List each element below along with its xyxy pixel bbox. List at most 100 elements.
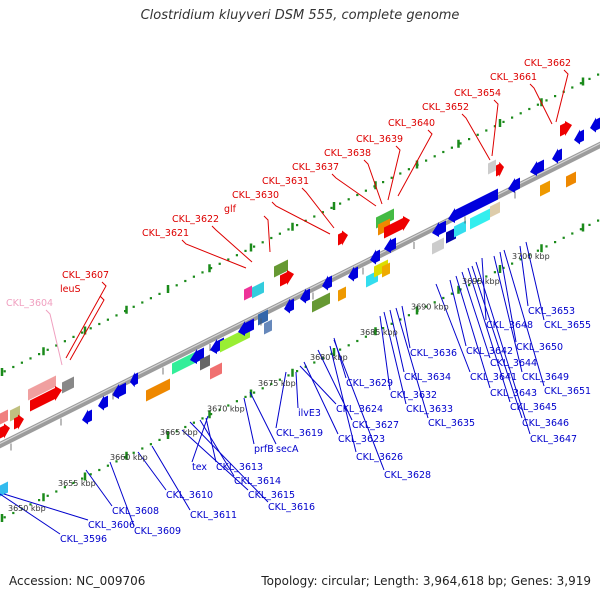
label-leader-line <box>379 315 391 391</box>
gene-label-bottom: secA <box>276 444 299 455</box>
track-dot <box>63 340 66 343</box>
track-dot <box>89 327 92 330</box>
track-dot <box>235 400 238 403</box>
gene-label-bottom: CKL_3648 <box>486 320 533 331</box>
label-leader-line <box>199 419 235 477</box>
gene-label-top: CKL_3630 <box>232 190 279 201</box>
gene-box <box>338 286 346 302</box>
gene-label-bottom: CKL_3611 <box>190 510 237 521</box>
gene-label-bottom: CKL_3608 <box>112 506 159 517</box>
gene-box <box>172 350 198 375</box>
track-dot <box>98 468 101 472</box>
track-dot <box>579 82 582 85</box>
label-leader-line <box>275 371 287 429</box>
gene-box <box>432 237 444 255</box>
track-dot <box>554 241 557 244</box>
gene-arrow <box>238 318 254 336</box>
label-leader-line <box>263 215 271 253</box>
gene-label-bottom: CKL_3629 <box>346 378 393 389</box>
label-leader-line <box>461 271 491 359</box>
label-leader-line <box>475 261 531 435</box>
track-dot <box>433 301 436 304</box>
gene-label-top: CKL_3652 <box>422 102 469 113</box>
label-leader-line <box>503 249 545 387</box>
gene-label-bottom: CKL_3655 <box>544 320 591 331</box>
track-dot <box>554 95 557 98</box>
track-dot <box>597 219 600 222</box>
gene-arrow <box>30 386 62 412</box>
track-dot <box>468 284 471 287</box>
track-dot <box>356 193 359 197</box>
gene-label-top: CKL_3604 <box>6 298 53 309</box>
gene-label-bottom: CKL_3623 <box>338 434 385 445</box>
track-dot <box>270 382 273 386</box>
track-dot <box>545 245 548 248</box>
track-dot <box>227 258 230 261</box>
gene-label-bottom: CKL_3624 <box>336 404 383 415</box>
gene-layer <box>0 117 600 498</box>
scale-label: 3655 kbp <box>58 479 96 488</box>
gene-arrow <box>370 249 380 265</box>
map-title: Clostridium kluyveri DSM 555, complete g… <box>140 8 460 23</box>
label-leader-line <box>191 415 209 463</box>
track-dot <box>296 224 299 227</box>
label-leader-line <box>387 145 401 201</box>
gene-arrow <box>552 148 562 164</box>
gene-label-bottom: CKL_3596 <box>60 534 107 545</box>
gene-label-top: CKL_3640 <box>388 118 435 129</box>
track-dot <box>425 305 428 308</box>
track-dot <box>149 297 152 300</box>
track-dot <box>476 279 479 282</box>
track-dot <box>304 219 307 222</box>
gene-label-bottom: CKL_3643 <box>490 388 537 399</box>
label-leader-line <box>397 129 433 197</box>
track-dot <box>339 348 342 351</box>
track-dot <box>588 223 591 226</box>
track-dot <box>511 116 514 119</box>
track-dot <box>442 296 445 300</box>
gene-box <box>244 285 252 301</box>
label-layer: CKL_3604 leuS CKL_3607 CKL_3621 CKL_3622 glf C… <box>6 58 591 545</box>
gene-box <box>264 319 272 335</box>
track-dot <box>253 391 256 394</box>
gene-box <box>274 259 288 278</box>
leader-layer <box>0 69 569 535</box>
track-dot <box>63 486 66 489</box>
track-dot <box>210 267 213 270</box>
backbone-highlight <box>0 142 600 445</box>
gene-label-bottom: CKL_3610 <box>166 490 213 501</box>
track-dot <box>313 215 316 218</box>
track-dot <box>261 387 264 390</box>
track-dot <box>296 370 299 373</box>
track-dot <box>244 395 247 398</box>
gene-label-top: leuS <box>60 284 81 295</box>
track-dot <box>485 275 488 278</box>
gene-arrow <box>338 230 348 246</box>
track-dot <box>227 404 230 407</box>
gene-arrow <box>432 220 446 237</box>
track-dot <box>124 456 127 459</box>
track-dot <box>81 331 84 334</box>
label-leader-line <box>519 245 529 307</box>
label-leader-line <box>383 311 407 405</box>
gene-box <box>382 262 390 278</box>
track-dot <box>201 271 204 274</box>
label-leader-line <box>249 391 277 445</box>
track-dot <box>175 430 178 433</box>
track-dot <box>407 168 410 171</box>
gene-label-bottom: CKL_3606 <box>88 520 135 531</box>
gene-box <box>488 159 496 175</box>
label-leader-line <box>181 429 249 491</box>
label-leader-line <box>329 345 357 453</box>
track-dot <box>321 357 324 360</box>
track-dot <box>29 357 32 360</box>
gene-label-bottom: CKL_3651 <box>544 386 591 397</box>
label-leader-line <box>389 309 405 373</box>
track-dot <box>519 258 522 261</box>
track-dot <box>579 228 582 231</box>
label-leader-line <box>455 275 491 389</box>
track-dot <box>347 198 350 201</box>
gene-label-bottom: ilvE3 <box>298 408 321 419</box>
gene-label-bottom: CKL_3646 <box>522 418 569 429</box>
track-dot <box>158 438 161 441</box>
